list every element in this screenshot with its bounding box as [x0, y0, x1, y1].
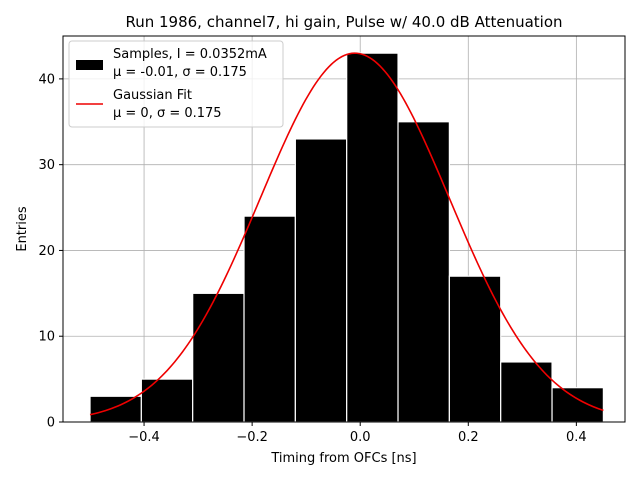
- y-tick-label: 40: [38, 72, 55, 87]
- histogram-bar: [243, 215, 296, 423]
- x-tick-label: 0.4: [566, 430, 587, 445]
- y-axis-label: Entries: [15, 206, 30, 252]
- histogram-bar: [551, 387, 604, 423]
- legend-box: [68, 40, 284, 128]
- y-tick-label: 10: [38, 330, 55, 345]
- x-axis-ticks: −0.4 −0.2 0.0 0.2 0.4: [128, 422, 587, 445]
- gaussian-fit-curve: [89, 52, 604, 416]
- histogram-bar: [397, 121, 450, 423]
- x-tick-label: −0.4: [128, 430, 160, 445]
- legend-fit-label: Gaussian Fit: [113, 88, 192, 103]
- histogram-bar: [89, 395, 142, 423]
- histogram-bar: [500, 361, 553, 423]
- plot-frame: [62, 35, 626, 423]
- y-tick-label: 30: [38, 158, 55, 173]
- legend-samples-label: Samples, I = 0.0352mA: [113, 47, 267, 62]
- chart-title: Run 1986, channel7, hi gain, Pulse w/ 40…: [125, 13, 562, 31]
- y-tick-label: 20: [38, 244, 55, 259]
- histogram-bar: [140, 378, 194, 423]
- x-tick-label: 0.2: [458, 430, 479, 445]
- histogram-bar: [294, 138, 348, 423]
- histogram-bar: [346, 52, 399, 423]
- y-axis-ticks: 0 10 20 30 40: [38, 72, 63, 431]
- x-axis-label: Timing from OFCs [ns]: [270, 451, 416, 466]
- x-tick-label: 0.0: [350, 430, 371, 445]
- y-tick-label: 0: [47, 416, 55, 431]
- x-tick-label: −0.2: [236, 430, 268, 445]
- legend-samples-stats: μ = -0.01, σ = 0.175: [113, 65, 247, 80]
- legend-fit-stats: μ = 0, σ = 0.175: [113, 106, 222, 121]
- histogram-bar: [192, 292, 245, 423]
- histogram-bar: [448, 275, 502, 423]
- legend-samples-swatch: [76, 60, 103, 70]
- legend: Samples, I = 0.0352mA μ = -0.01, σ = 0.1…: [68, 40, 284, 128]
